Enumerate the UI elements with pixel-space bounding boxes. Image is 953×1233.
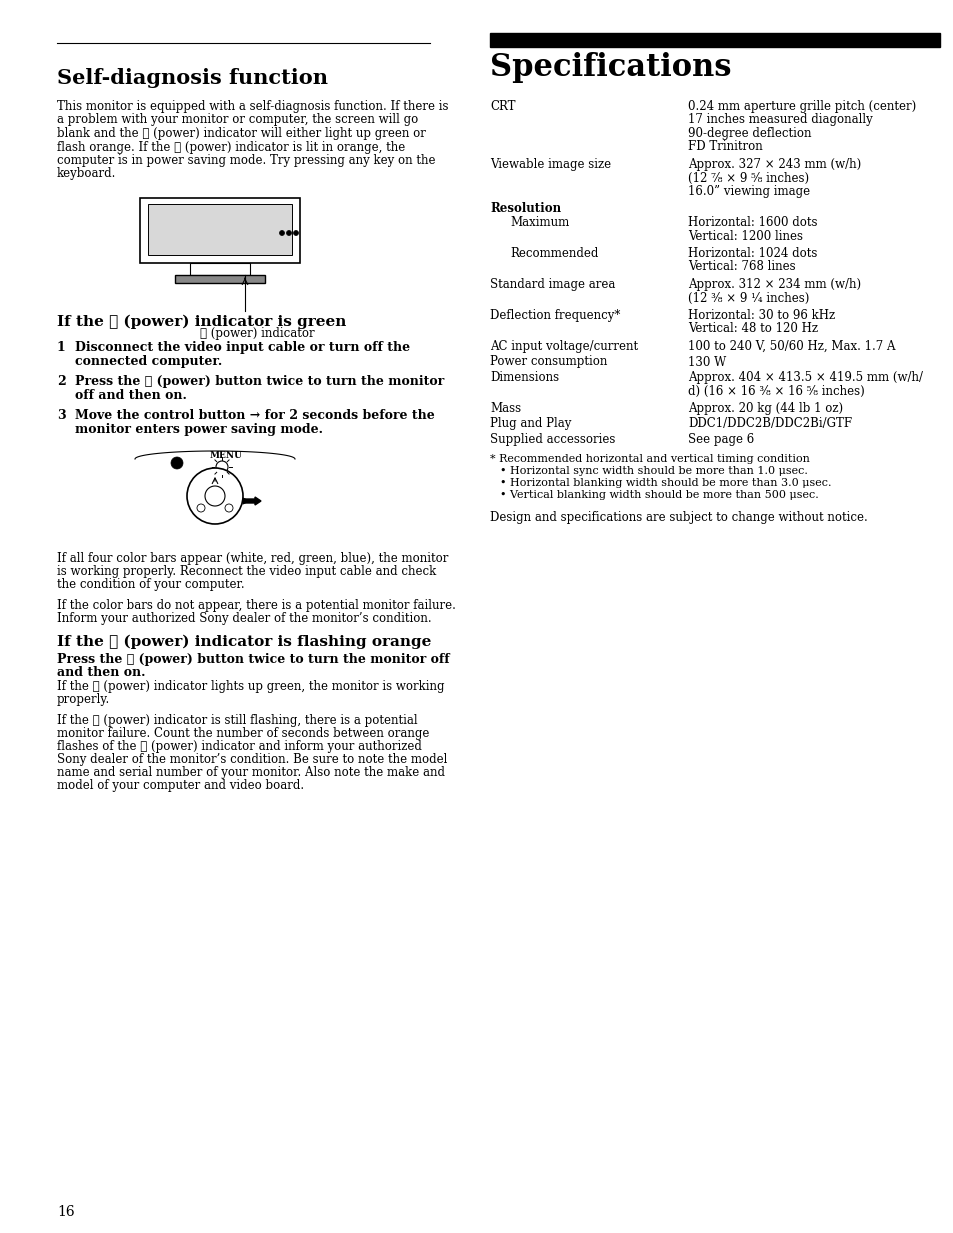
Text: AC input voltage/current: AC input voltage/current [490,340,638,353]
Polygon shape [190,263,250,275]
Text: If the ⓨ (power) indicator is still flashing, there is a potential: If the ⓨ (power) indicator is still flas… [57,714,417,727]
Text: FD Trinitron: FD Trinitron [687,141,762,153]
Text: off and then on.: off and then on. [75,388,187,402]
Text: 2: 2 [57,375,66,388]
Text: d) (16 × 16 ³⁄₈ × 16 ⁵⁄₈ inches): d) (16 × 16 ³⁄₈ × 16 ⁵⁄₈ inches) [687,385,863,397]
Text: Approx. 20 kg (44 lb 1 oz): Approx. 20 kg (44 lb 1 oz) [687,402,842,416]
Text: If the ⓨ (power) indicator lights up green, the monitor is working: If the ⓨ (power) indicator lights up gre… [57,681,444,693]
Text: See page 6: See page 6 [687,433,754,446]
Text: Specifications: Specifications [490,52,731,83]
Text: flashes of the ⓨ (power) indicator and inform your authorized: flashes of the ⓨ (power) indicator and i… [57,740,421,753]
Text: 90-degree deflection: 90-degree deflection [687,127,811,141]
Text: properly.: properly. [57,693,111,707]
Text: Approx. 327 × 243 mm (w/h): Approx. 327 × 243 mm (w/h) [687,158,861,171]
Text: Recommended: Recommended [510,247,598,260]
Text: Mass: Mass [490,402,520,416]
Text: Horizontal: 1600 dots: Horizontal: 1600 dots [687,216,817,229]
Text: monitor failure. Count the number of seconds between orange: monitor failure. Count the number of sec… [57,727,429,740]
Circle shape [215,461,228,473]
Text: Disconnect the video input cable or turn off the: Disconnect the video input cable or turn… [75,342,410,354]
Text: blank and the ⓨ (power) indicator will either light up green or: blank and the ⓨ (power) indicator will e… [57,127,425,141]
Bar [148,203,292,255]
Text: Dimensions: Dimensions [490,371,558,383]
Text: Design and specifications are subject to change without notice.: Design and specifications are subject to… [490,510,867,524]
Circle shape [205,486,225,506]
Text: and then on.: and then on. [57,666,146,679]
Text: CRT: CRT [490,100,515,113]
Text: the condition of your computer.: the condition of your computer. [57,578,244,591]
Text: Power consumption: Power consumption [490,355,607,369]
Text: a problem with your monitor or computer, the screen will go: a problem with your monitor or computer,… [57,113,417,127]
Text: model of your computer and video board.: model of your computer and video board. [57,779,304,792]
Text: is working properly. Reconnect the video input cable and check: is working properly. Reconnect the video… [57,565,436,578]
Circle shape [279,231,284,236]
Text: Maximum: Maximum [510,216,569,229]
Circle shape [187,469,243,524]
Text: 0.24 mm aperture grille pitch (center): 0.24 mm aperture grille pitch (center) [687,100,915,113]
Text: Approx. 312 × 234 mm (w/h): Approx. 312 × 234 mm (w/h) [687,277,861,291]
Text: 100 to 240 V, 50/60 Hz, Max. 1.7 A: 100 to 240 V, 50/60 Hz, Max. 1.7 A [687,340,895,353]
Text: Move the control button → for 2 seconds before the: Move the control button → for 2 seconds … [75,409,435,422]
Polygon shape [174,275,265,284]
Text: Vertical: 768 lines: Vertical: 768 lines [687,260,795,274]
Text: • Horizontal blanking width should be more than 3.0 μsec.: • Horizontal blanking width should be mo… [499,478,831,488]
Text: Self-diagnosis function: Self-diagnosis function [57,68,328,88]
Text: This monitor is equipped with a self-diagnosis function. If there is: This monitor is equipped with a self-dia… [57,100,448,113]
Text: 1: 1 [57,342,66,354]
Text: keyboard.: keyboard. [57,168,116,180]
Text: Horizontal: 30 to 96 kHz: Horizontal: 30 to 96 kHz [687,309,834,322]
Text: Approx. 404 × 413.5 × 419.5 mm (w/h/: Approx. 404 × 413.5 × 419.5 mm (w/h/ [687,371,923,383]
Text: Sony dealer of the monitor’s condition. Be sure to note the model: Sony dealer of the monitor’s condition. … [57,753,447,766]
Text: flash orange. If the ⓨ (power) indicator is lit in orange, the: flash orange. If the ⓨ (power) indicator… [57,141,405,153]
Text: (12 ³⁄₈ × 9 ¹⁄₄ inches): (12 ³⁄₈ × 9 ¹⁄₄ inches) [687,291,808,305]
Text: * Recommended horizontal and vertical timing condition: * Recommended horizontal and vertical ti… [490,454,809,464]
Text: Vertical: 1200 lines: Vertical: 1200 lines [687,229,802,243]
Text: Horizontal: 1024 dots: Horizontal: 1024 dots [687,247,817,260]
Text: 130 W: 130 W [687,355,725,369]
Text: 17 inches measured diagonally: 17 inches measured diagonally [687,113,872,127]
Text: MENU: MENU [210,451,243,460]
Text: Supplied accessories: Supplied accessories [490,433,615,446]
Bar [140,199,299,263]
Text: Viewable image size: Viewable image size [490,158,611,171]
Text: DDC1/DDC2B/DDC2Bi/GTF: DDC1/DDC2B/DDC2Bi/GTF [687,418,851,430]
Text: monitor enters power saving mode.: monitor enters power saving mode. [75,423,323,436]
Text: Vertical: 48 to 120 Hz: Vertical: 48 to 120 Hz [687,323,817,335]
Text: name and serial number of your monitor. Also note the make and: name and serial number of your monitor. … [57,766,444,779]
Text: If the color bars do not appear, there is a potential monitor failure.: If the color bars do not appear, there i… [57,599,456,612]
Text: computer is in power saving mode. Try pressing any key on the: computer is in power saving mode. Try pr… [57,154,435,166]
Circle shape [225,504,233,512]
Bar [490,33,939,47]
Text: Press the ⓨ (power) button twice to turn the monitor: Press the ⓨ (power) button twice to turn… [75,375,444,388]
Text: If the ⓨ (power) indicator is flashing orange: If the ⓨ (power) indicator is flashing o… [57,635,431,650]
Text: 16: 16 [57,1205,74,1219]
Text: connected computer.: connected computer. [75,355,222,367]
Circle shape [294,231,298,236]
Text: 16.0” viewing image: 16.0” viewing image [687,185,809,199]
Circle shape [196,504,205,512]
Text: Inform your authorized Sony dealer of the monitor’s condition.: Inform your authorized Sony dealer of th… [57,612,431,625]
Text: • Vertical blanking width should be more than 500 μsec.: • Vertical blanking width should be more… [499,491,818,501]
Text: Deflection frequency*: Deflection frequency* [490,309,619,322]
Circle shape [286,231,292,236]
Text: • Horizontal sync width should be more than 1.0 μsec.: • Horizontal sync width should be more t… [499,466,807,476]
Text: If the ⓨ (power) indicator is green: If the ⓨ (power) indicator is green [57,314,346,329]
FancyArrow shape [243,497,261,506]
Text: Plug and Play: Plug and Play [490,418,571,430]
Text: 3: 3 [57,409,66,422]
Text: ⓨ (power) indicator: ⓨ (power) indicator [200,327,314,340]
Text: If all four color bars appear (white, red, green, blue), the monitor: If all four color bars appear (white, re… [57,552,448,565]
Text: (12 ⁷⁄₈ × 9 ⁵⁄₈ inches): (12 ⁷⁄₈ × 9 ⁵⁄₈ inches) [687,171,808,185]
Text: Resolution: Resolution [490,202,560,216]
Text: Standard image area: Standard image area [490,277,615,291]
Circle shape [171,457,183,469]
Text: Press the ⓨ (power) button twice to turn the monitor off: Press the ⓨ (power) button twice to turn… [57,653,449,666]
